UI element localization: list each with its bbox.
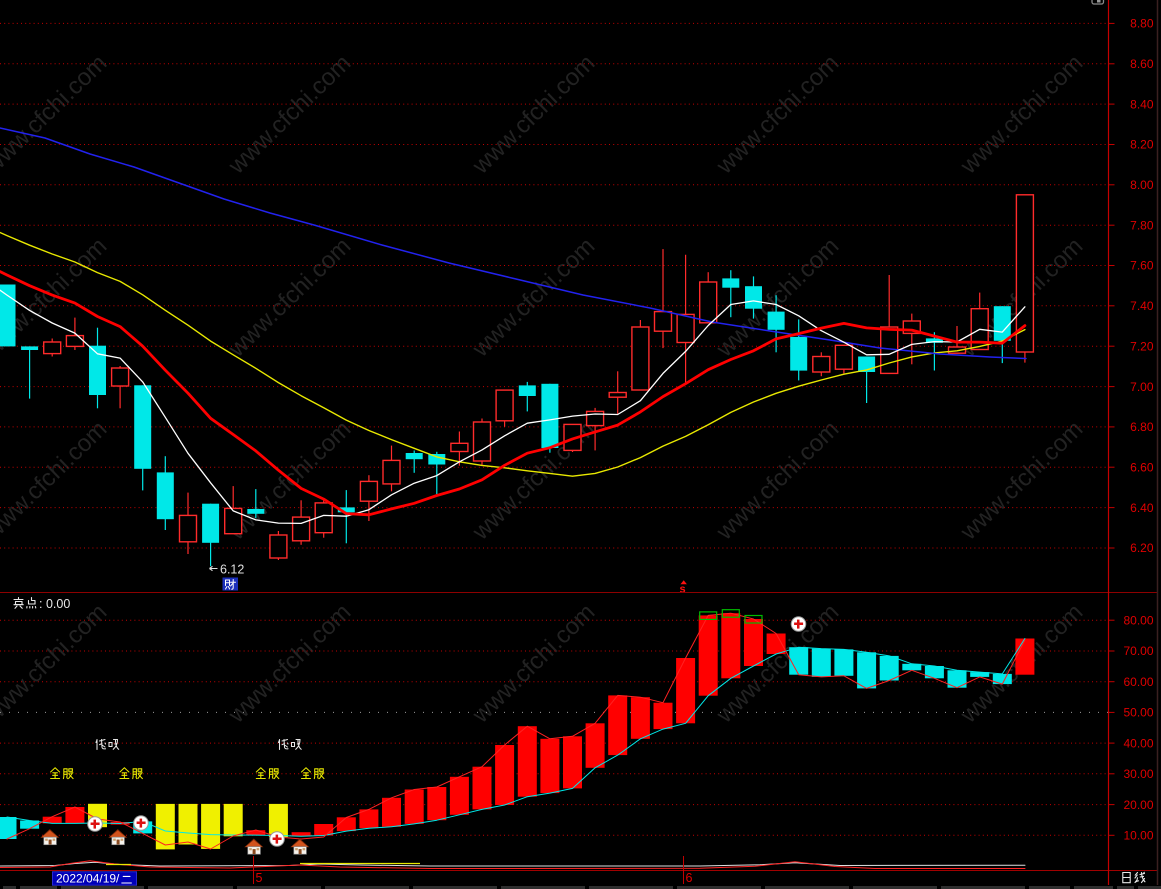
svg-text:10.00: 10.00 <box>1123 829 1153 843</box>
svg-text:6.60: 6.60 <box>1130 460 1154 474</box>
svg-text:80.00: 80.00 <box>1123 613 1153 627</box>
svg-text:5: 5 <box>256 871 263 885</box>
svg-text:2022/04/19/: 2022/04/19/ <box>56 871 120 885</box>
svg-text:6.40: 6.40 <box>1130 501 1154 515</box>
svg-text:30.00: 30.00 <box>1123 767 1153 781</box>
svg-text:6.20: 6.20 <box>1130 541 1154 555</box>
svg-text:7.80: 7.80 <box>1130 218 1154 232</box>
svg-text:8.60: 8.60 <box>1130 57 1154 71</box>
svg-text:8.80: 8.80 <box>1130 17 1154 31</box>
svg-text:7.60: 7.60 <box>1130 259 1154 273</box>
svg-text:7.20: 7.20 <box>1130 339 1154 353</box>
svg-text:70.00: 70.00 <box>1123 644 1153 658</box>
svg-text:40.00: 40.00 <box>1123 736 1153 750</box>
svg-text:6.12: 6.12 <box>220 563 244 577</box>
svg-text:: 0.00: : 0.00 <box>39 597 70 611</box>
svg-text:6.80: 6.80 <box>1130 420 1154 434</box>
svg-text:7.00: 7.00 <box>1130 380 1154 394</box>
svg-text:6: 6 <box>686 871 693 885</box>
svg-text:s: s <box>680 584 686 596</box>
svg-text:8.20: 8.20 <box>1130 138 1154 152</box>
svg-text:7.40: 7.40 <box>1130 299 1154 313</box>
svg-text:50.00: 50.00 <box>1123 706 1153 720</box>
svg-text:20.00: 20.00 <box>1123 798 1153 812</box>
svg-text:60.00: 60.00 <box>1123 675 1153 689</box>
svg-text:8.00: 8.00 <box>1130 178 1154 192</box>
svg-text:8.40: 8.40 <box>1130 97 1154 111</box>
